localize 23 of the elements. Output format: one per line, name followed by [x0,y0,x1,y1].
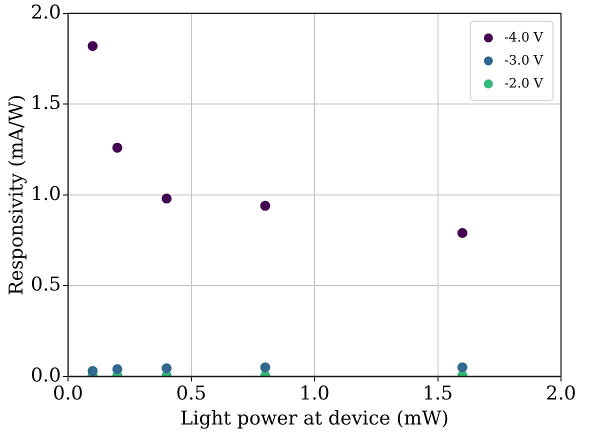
point [88,366,98,376]
y-tick-label: 0.5 [30,274,62,296]
legend-label: -2.0 V [504,76,544,92]
point [457,362,468,372]
x-tick-label: 1.0 [299,382,330,405]
x-tick-label: 0.5 [176,382,206,405]
x-tick-label: 2.0 [546,382,576,405]
x-axis-title: Light power at device (mW) [180,408,449,430]
point [260,362,270,372]
point [457,228,468,238]
point [162,363,172,374]
point [162,194,172,204]
point [112,364,122,374]
x-tick-label: 1.5 [422,382,453,405]
legend-label: -3.0 V [504,53,544,68]
point [260,200,270,211]
point [112,142,122,153]
y-tick-label: 2.0 [30,1,62,24]
y-tick-label: 1.0 [30,182,62,205]
y-axis-title: Responsivity (mA/W) [5,94,28,296]
y-tick-label: 1.5 [30,92,62,114]
legend-label: -4.0 V [504,30,544,46]
point [88,41,98,52]
